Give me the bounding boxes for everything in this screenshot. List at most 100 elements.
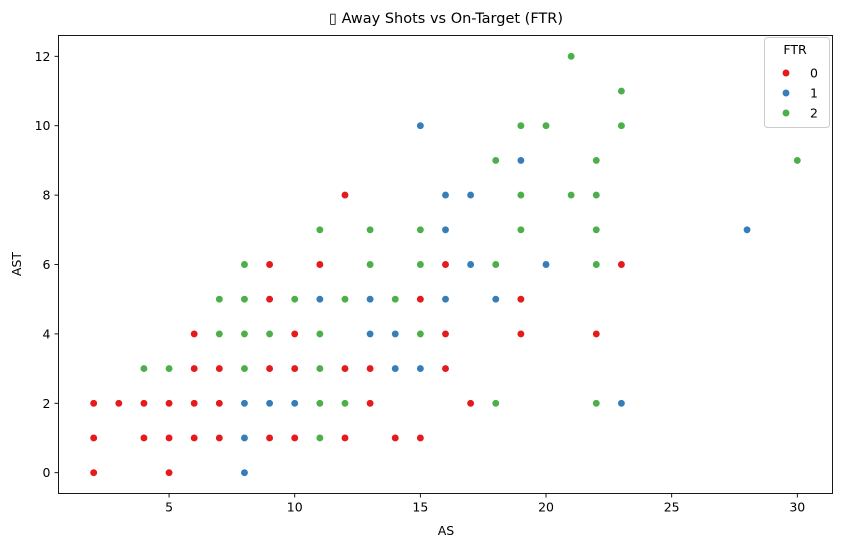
scatter-point-ftr-0 [391,433,400,443]
y-tick-label: 0 [43,465,51,480]
scatter-point-ftr-2 [391,295,400,304]
scatter-point-ftr-2 [240,295,249,304]
scatter-point-ftr-2 [793,156,802,165]
y-tick-label: 10 [35,118,51,133]
scatter-point-ftr-0 [265,364,274,373]
y-tick-label: 6 [43,257,51,272]
scatter-point-ftr-0 [340,364,350,373]
scatter-point-ftr-1 [391,364,400,373]
y-tick-label: 4 [43,326,51,341]
scatter-point-ftr-0 [315,260,325,269]
scatter-point-ftr-1 [466,260,475,269]
scatter-point-ftr-0 [441,329,450,339]
scatter-point-ftr-0 [164,433,174,443]
scatter-point-ftr-1 [365,329,375,339]
scatter-point-ftr-0 [265,433,274,443]
x-axis-ticks: 5 10 15 20 25 30 [165,493,805,515]
scatter-point-ftr-2 [139,364,149,373]
scatter-point-ftr-2 [164,364,174,373]
x-tick-label: 20 [538,500,554,515]
y-axis-title: AST [9,252,24,276]
data-points [89,52,802,477]
scatter-point-ftr-2 [240,260,249,269]
scatter-point-ftr-0 [340,433,350,443]
scatter-point-ftr-2 [215,295,224,304]
x-axis-title: AS [438,523,455,538]
legend-title: FTR [783,42,807,57]
scatter-point-ftr-2 [592,190,601,200]
scatter-point-ftr-0 [365,399,375,408]
scatter-point-ftr-2 [215,329,224,339]
scatter-point-ftr-2 [340,295,350,304]
scatter-point-ftr-0 [441,260,450,269]
legend-marker-2 [781,108,791,118]
scatter-point-ftr-0 [365,364,375,373]
scatter-point-ftr-2 [592,225,601,234]
scatter-point-ftr-2 [516,190,526,200]
scatter-point-ftr-1 [466,190,475,200]
scatter-point-ftr-0 [190,399,199,408]
scatter-point-ftr-0 [516,295,526,304]
scatter-point-ftr-0 [164,399,174,408]
legend-label-2: 2 [810,106,818,121]
scatter-point-ftr-1 [416,121,425,130]
scatter-point-ftr-1 [240,399,249,408]
scatter-point-ftr-0 [516,329,526,339]
scatter-point-ftr-2 [315,433,325,443]
scatter-point-ftr-1 [240,468,249,477]
scatter-point-ftr-0 [190,433,199,443]
scatter-point-ftr-2 [516,121,526,130]
y-axis-ticks: 0 2 4 6 8 10 12 [35,49,59,480]
scatter-point-ftr-1 [365,295,375,304]
scatter-point-ftr-0 [441,364,450,373]
scatter-point-ftr-0 [617,260,626,269]
scatter-point-ftr-0 [89,399,98,408]
scatter-point-ftr-1 [265,399,274,408]
legend-label-0: 0 [810,66,818,81]
scatter-point-ftr-1 [441,295,450,304]
x-tick-label: 30 [789,500,805,515]
scatter-point-ftr-2 [617,121,626,130]
scatter-point-ftr-2 [416,329,425,339]
scatter-point-ftr-2 [416,225,425,234]
x-tick-label: 10 [287,500,303,515]
scatter-point-ftr-0 [89,468,98,477]
scatter-point-ftr-2 [541,121,551,130]
scatter-point-ftr-0 [139,399,149,408]
legend: FTR 0 1 2 [764,37,830,128]
scatter-point-ftr-2 [365,260,375,269]
scatter-point-ftr-0 [416,433,425,443]
scatter-point-ftr-2 [416,260,425,269]
scatter-point-ftr-0 [164,468,174,477]
chart-title: ▯ Away Shots vs On-Target (FTR) [329,11,563,27]
scatter-point-ftr-2 [592,156,601,165]
scatter-point-ftr-0 [290,364,299,373]
scatter-point-ftr-1 [290,399,299,408]
x-tick-label: 15 [412,500,428,515]
x-tick-label: 25 [664,500,680,515]
scatter-point-ftr-1 [315,295,325,304]
scatter-point-ftr-1 [491,295,500,304]
scatter-point-ftr-2 [566,190,576,200]
scatter-point-ftr-2 [592,399,601,408]
x-tick-label: 5 [165,500,173,515]
scatter-point-ftr-0 [340,190,350,200]
scatter-point-ftr-0 [89,433,98,443]
scatter-point-ftr-0 [265,260,274,269]
scatter-point-ftr-0 [190,364,199,373]
scatter-point-ftr-2 [240,329,249,339]
scatter-point-ftr-2 [340,399,350,408]
scatter-point-ftr-1 [416,364,425,373]
scatter-point-ftr-1 [516,156,526,165]
scatter-point-ftr-2 [617,86,626,96]
scatter-point-ftr-2 [491,156,500,165]
y-tick-label: 12 [35,49,51,64]
y-tick-label: 2 [43,396,51,411]
scatter-point-ftr-0 [416,295,425,304]
scatter-point-ftr-2 [265,329,274,339]
scatter-point-ftr-0 [215,399,224,408]
scatter-point-ftr-0 [215,433,224,443]
y-tick-label: 8 [43,188,51,203]
legend-box [764,37,830,128]
